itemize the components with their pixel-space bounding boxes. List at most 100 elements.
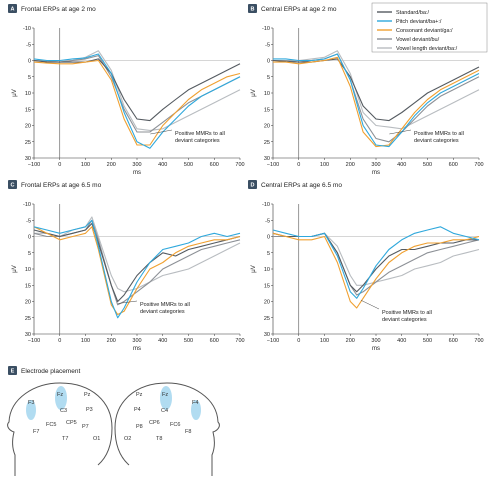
panel-title: Central ERPs at age 6.5 mo bbox=[261, 182, 342, 189]
annotation-text: Positive MMRs to all bbox=[382, 310, 432, 316]
y-axis-label: μV bbox=[12, 265, 18, 272]
x-tick-label: 200 bbox=[107, 162, 116, 168]
panel-title: Central ERPs at age 2 mo bbox=[261, 6, 337, 13]
electrode-label: P3 bbox=[86, 407, 93, 413]
y-tick-label: 25 bbox=[264, 140, 270, 146]
series-line bbox=[272, 232, 480, 309]
panel-d: D Central ERPs at age 6.5 mo -10 -5 0 5 10 15 20… bbox=[248, 180, 484, 352]
y-tick-label: 15 bbox=[25, 107, 31, 113]
panel-badge-letter: C bbox=[11, 183, 15, 189]
left-head-outline bbox=[7, 382, 113, 476]
y-tick-label: -10 bbox=[23, 26, 31, 32]
series-line bbox=[272, 58, 480, 122]
left-head-fz-highlight bbox=[55, 386, 67, 410]
series-line bbox=[33, 219, 241, 306]
y-tick-label: -5 bbox=[26, 42, 31, 48]
x-tick-label: 400 bbox=[397, 338, 406, 344]
x-tick-label: 700 bbox=[235, 338, 244, 344]
electrode-label: FC6 bbox=[170, 422, 180, 428]
panel-a: A Frontal ERPs at age 2 mo -10 -5 0 5 10 15 20 25… bbox=[8, 4, 245, 176]
panel-b: B Central ERPs at age 2 mo -10 -5 0 5 10 15 20 25… bbox=[248, 4, 484, 176]
electrode-label: Fz bbox=[162, 392, 168, 398]
y-tick-label: 0 bbox=[28, 59, 31, 65]
annotation-arrow bbox=[150, 129, 173, 135]
y-axis-label: μV bbox=[12, 89, 18, 96]
y-tick-label: 20 bbox=[264, 300, 270, 306]
electrode-label: C3 bbox=[60, 408, 67, 414]
x-tick-label: 500 bbox=[184, 338, 193, 344]
series-line bbox=[33, 58, 241, 122]
x-tick-label: −100 bbox=[267, 162, 279, 168]
legend-label: Consonant deviant/ga:/ bbox=[396, 28, 453, 34]
x-tick-label: 0 bbox=[297, 162, 300, 168]
electrode-label: O1 bbox=[93, 436, 100, 442]
x-tick-label: 0 bbox=[297, 338, 300, 344]
x-tick-label: 400 bbox=[397, 162, 406, 168]
right-head: Fz Pz P4 C4 F4 CP6 FC6 P8 F8 O2 T8 bbox=[114, 382, 220, 476]
electrode-label: F3 bbox=[28, 400, 34, 406]
electrode-label: Pz bbox=[136, 392, 143, 398]
electrode-label: C4 bbox=[161, 408, 168, 414]
panel-c: C Frontal ERPs at age 6.5 mo -10 -5 0 5 10 15 20… bbox=[8, 180, 245, 352]
x-tick-label: 300 bbox=[132, 162, 141, 168]
series-line bbox=[273, 53, 480, 143]
legend-label: Vowel length deviant/ba:/ bbox=[396, 46, 458, 52]
y-tick-label: 25 bbox=[25, 140, 31, 146]
series-line bbox=[272, 232, 479, 293]
series-line bbox=[273, 50, 480, 130]
x-tick-label: 200 bbox=[346, 162, 355, 168]
annotation-text: deviant categories bbox=[382, 317, 427, 323]
series-line bbox=[33, 222, 241, 303]
x-tick-label: 500 bbox=[184, 162, 193, 168]
y-tick-label: 10 bbox=[25, 267, 31, 273]
series-line bbox=[33, 59, 241, 146]
x-tick-label: 600 bbox=[210, 338, 219, 344]
x-tick-label: 600 bbox=[210, 162, 219, 168]
y-tick-label: 5 bbox=[267, 251, 270, 257]
y-tick-label: 20 bbox=[264, 124, 270, 130]
electrode-label: F8 bbox=[185, 429, 191, 435]
electrode-label: T7 bbox=[62, 436, 68, 442]
panel-badge-letter: B bbox=[251, 7, 255, 13]
series-line bbox=[33, 53, 241, 149]
x-tick-label: 700 bbox=[474, 338, 483, 344]
y-tick-label: 30 bbox=[25, 332, 31, 338]
panel-badge bbox=[248, 180, 257, 189]
panel-badge bbox=[8, 180, 17, 189]
y-tick-label: 5 bbox=[267, 75, 270, 81]
legend-label: Vowel deviant/bu/ bbox=[396, 37, 440, 43]
series-line bbox=[33, 55, 241, 133]
electrode-label: F7 bbox=[33, 429, 39, 435]
x-tick-label: 100 bbox=[81, 162, 90, 168]
electrode-label: FC5 bbox=[46, 422, 56, 428]
legend-label: Pitch deviant/ba+:/ bbox=[396, 19, 442, 25]
annotation-arrow bbox=[360, 300, 380, 310]
x-tick-label: 100 bbox=[320, 338, 329, 344]
y-tick-label: 15 bbox=[25, 283, 31, 289]
y-tick-label: -5 bbox=[265, 218, 270, 224]
x-tick-label: 300 bbox=[371, 338, 380, 344]
left-head: Fz Pz F3 C3 FC5 CP5 P3 P7 F7 T7 O1 bbox=[7, 382, 113, 476]
y-tick-label: 20 bbox=[25, 300, 31, 306]
annotation-arrow bbox=[389, 129, 412, 135]
x-tick-label: 300 bbox=[132, 338, 141, 344]
x-tick-label: −100 bbox=[28, 162, 40, 168]
right-head-fz-highlight bbox=[160, 386, 172, 410]
electrode-label: Fz bbox=[57, 392, 63, 398]
annotation-text: deviant categories bbox=[414, 138, 459, 144]
electrode-label: P4 bbox=[134, 407, 141, 413]
annotation-text: deviant categories bbox=[175, 138, 220, 144]
x-tick-label: 0 bbox=[58, 338, 61, 344]
x-axis-label: ms bbox=[372, 170, 380, 176]
y-tick-label: 25 bbox=[264, 316, 270, 322]
y-tick-label: 5 bbox=[28, 251, 31, 257]
annotation-arrow bbox=[118, 300, 138, 304]
x-tick-label: 600 bbox=[449, 162, 458, 168]
panel-badge bbox=[8, 4, 17, 13]
panel-e-badge-letter: E bbox=[11, 369, 15, 375]
y-tick-label: 0 bbox=[267, 235, 270, 241]
panel-badge-letter: A bbox=[11, 7, 15, 13]
series-line bbox=[273, 56, 480, 148]
x-tick-label: 700 bbox=[474, 162, 483, 168]
